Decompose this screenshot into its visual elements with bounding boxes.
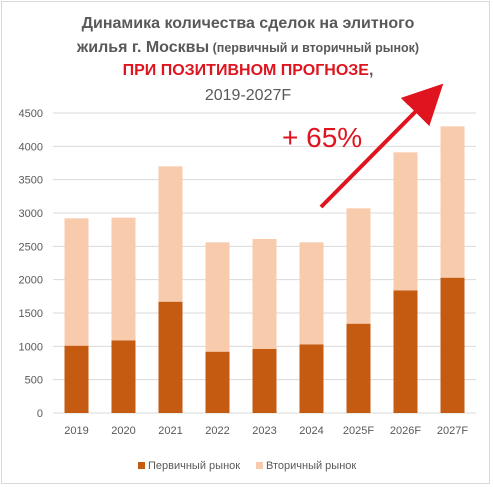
bar-secondary — [158, 166, 183, 302]
y-tick-label: 0 — [37, 408, 43, 420]
legend-swatch-secondary — [256, 462, 263, 469]
y-tick-label: 4500 — [19, 108, 43, 120]
y-tick-label: 4000 — [19, 141, 43, 153]
x-tick-label: 2023 — [252, 425, 276, 437]
bar-primary — [252, 349, 277, 413]
x-tick-label: 2027F — [437, 425, 468, 437]
y-tick-label: 3500 — [19, 175, 43, 187]
bar-primary — [346, 323, 371, 413]
chart-title-line2: жилья г. Москвы (первичный и вторичный р… — [76, 39, 419, 56]
y-tick-label: 1000 — [19, 341, 43, 353]
bars — [64, 126, 465, 413]
bar-secondary — [205, 242, 230, 352]
chart-title-comma: , — [369, 62, 373, 79]
bar-primary — [158, 301, 183, 413]
y-tick-label: 2500 — [19, 241, 43, 253]
bar-primary — [205, 351, 230, 413]
x-axis: 2019 2020 2021 2022 2023 2024 2025F 2026F 2027F — [64, 425, 468, 437]
chart-title-line4: 2019-2027F — [205, 87, 292, 104]
bar-secondary — [252, 239, 277, 349]
bar-secondary — [346, 208, 371, 324]
chart-title-line1: Динамика количества сделок на элитного — [82, 15, 415, 32]
chart-title-line2-sub: (первичный и вторичный рынок) — [209, 41, 419, 55]
bar-primary — [299, 344, 324, 413]
growth-arrow — [319, 83, 444, 209]
x-tick-label: 2024 — [299, 425, 323, 437]
y-tick-label: 1500 — [19, 308, 43, 320]
x-tick-label: 2025F — [343, 425, 374, 437]
bar-secondary — [299, 242, 324, 345]
y-tick-label: 3000 — [19, 208, 43, 220]
chart-title-line2-main: жилья г. Москвы — [76, 39, 209, 56]
growth-annotation: + 65% — [282, 122, 362, 153]
x-tick-label: 2022 — [205, 425, 229, 437]
chart-title-red: ПРИ ПОЗИТИВНОМ ПРОГНОЗЕ — [123, 62, 370, 79]
x-tick-label: 2021 — [158, 425, 182, 437]
bar-primary — [393, 290, 418, 413]
bar-secondary — [440, 126, 465, 278]
legend-label-primary: Первичный рынок — [148, 460, 240, 472]
y-axis: 0 500 1000 1500 2000 2500 3000 3500 4000 4500 — [19, 108, 43, 420]
x-tick-label: 2026F — [390, 425, 421, 437]
bar-secondary — [111, 217, 136, 341]
legend-label-secondary: Вторичный рынок — [266, 460, 356, 472]
x-tick-label: 2020 — [111, 425, 135, 437]
bar-primary — [111, 340, 136, 413]
bar-primary — [440, 277, 465, 413]
y-tick-label: 2000 — [19, 275, 43, 287]
chart-title-line3: ПРИ ПОЗИТИВНОМ ПРОГНОЗЕ, — [123, 62, 374, 79]
bar-primary — [64, 345, 89, 413]
legend: Первичный рынок Вторичный рынок — [138, 460, 356, 472]
x-tick-label: 2019 — [64, 425, 88, 437]
bar-secondary — [64, 218, 89, 346]
legend-swatch-primary — [138, 462, 145, 469]
bar-secondary — [393, 152, 418, 291]
y-tick-label: 500 — [25, 375, 43, 387]
